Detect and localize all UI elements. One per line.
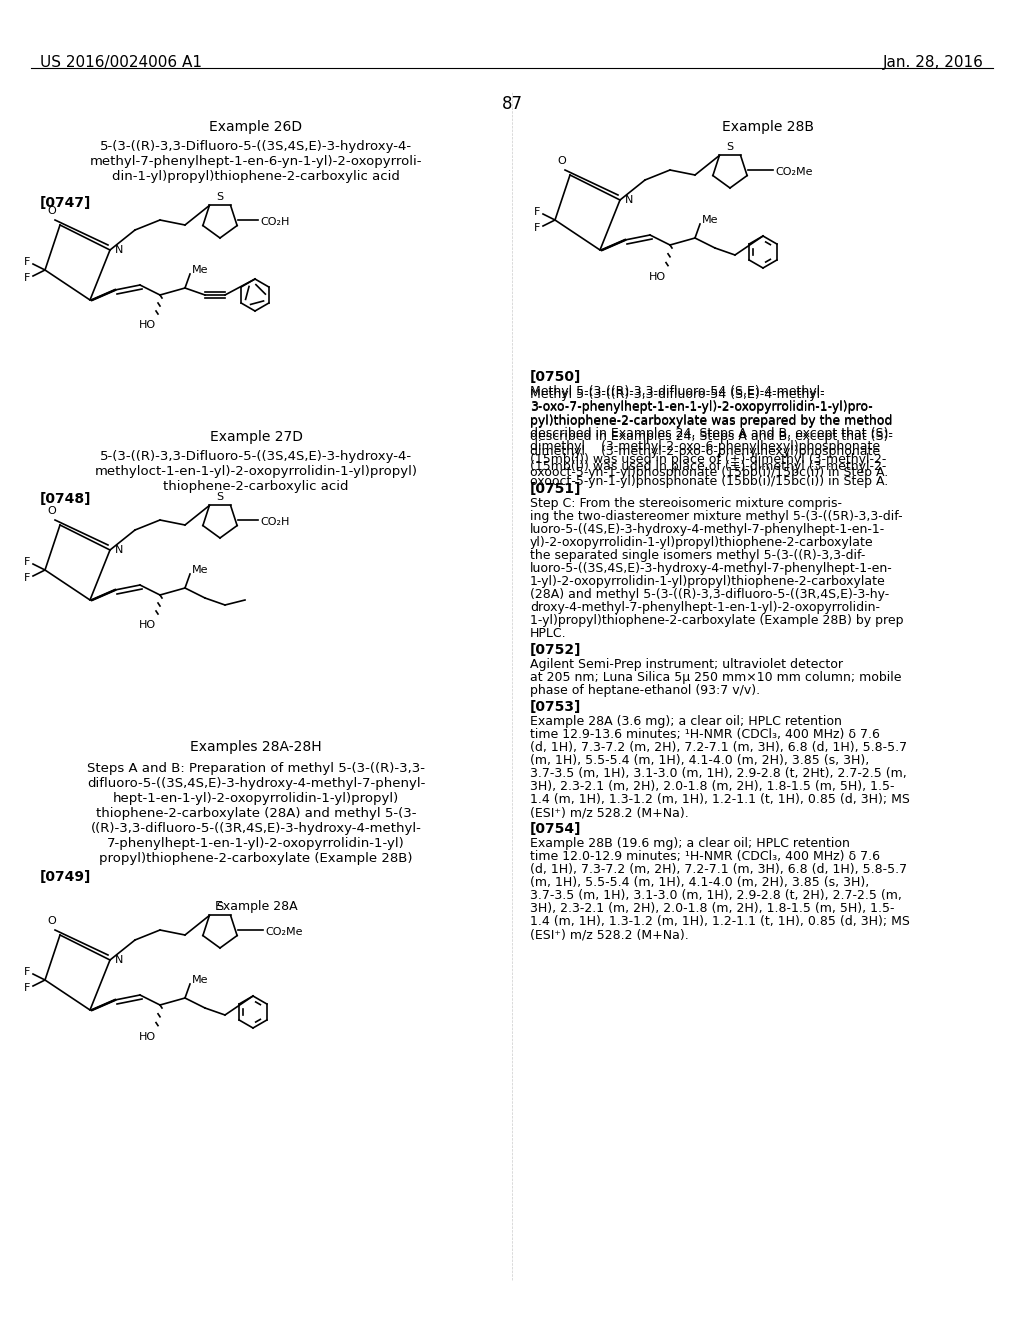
Text: S: S — [216, 191, 223, 202]
Text: 3.7-3.5 (m, 1H), 3.1-3.0 (m, 1H), 2.9-2.8 (t, 2H), 2.7-2.5 (m,: 3.7-3.5 (m, 1H), 3.1-3.0 (m, 1H), 2.9-2.… — [530, 888, 902, 902]
Text: 3.7-3.5 (m, 1H), 3.1-3.0 (m, 1H), 2.9-2.8 (t, 2Ht), 2.7-2.5 (m,: 3.7-3.5 (m, 1H), 3.1-3.0 (m, 1H), 2.9-2.… — [530, 767, 906, 780]
Text: pyl)thiophene-2-carboxylate was prepared by the method: pyl)thiophene-2-carboxylate was prepared… — [530, 414, 892, 426]
Text: HO: HO — [138, 319, 156, 330]
Text: F: F — [534, 207, 541, 216]
Text: (d, 1H), 7.3-7.2 (m, 2H), 7.2-7.1 (m, 3H), 6.8 (d, 1H), 5.8-5.7: (d, 1H), 7.3-7.2 (m, 2H), 7.2-7.1 (m, 3H… — [530, 863, 907, 876]
Text: (ESI⁺) m/z 528.2 (M+Na).: (ESI⁺) m/z 528.2 (M+Na). — [530, 928, 689, 941]
Text: 3H), 2.3-2.1 (m, 2H), 2.0-1.8 (m, 2H), 1.8-1.5 (m, 5H), 1.5-: 3H), 2.3-2.1 (m, 2H), 2.0-1.8 (m, 2H), 1… — [530, 780, 895, 793]
Text: described in Examples 24, Steps A and B, except that (S)-: described in Examples 24, Steps A and B,… — [530, 426, 893, 440]
Text: O: O — [48, 916, 56, 927]
Text: HO: HO — [648, 272, 666, 282]
Text: CO₂H: CO₂H — [260, 517, 290, 527]
Text: 1.4 (m, 1H), 1.3-1.2 (m, 1H), 1.2-1.1 (t, 1H), 0.85 (d, 3H); MS: 1.4 (m, 1H), 1.3-1.2 (m, 1H), 1.2-1.1 (t… — [530, 793, 910, 807]
Text: 87: 87 — [502, 95, 522, 114]
Text: Example 28A (3.6 mg); a clear oil; HPLC retention: Example 28A (3.6 mg); a clear oil; HPLC … — [530, 715, 842, 729]
Text: Methyl 5-(3-((R)-3,3-difluoro-54 (S,E)-4-methyl-: Methyl 5-(3-((R)-3,3-difluoro-54 (S,E)-4… — [530, 388, 824, 401]
Text: N: N — [115, 954, 123, 965]
Text: 5-(3-((R)-3,3-Difluoro-5-((3S,4S,E)-3-hydroxy-4-
methyl-7-phenylhept-1-en-6-yn-1: 5-(3-((R)-3,3-Difluoro-5-((3S,4S,E)-3-hy… — [90, 140, 422, 183]
Text: Example 28A: Example 28A — [215, 900, 297, 913]
Text: Steps A and B: Preparation of methyl 5-(3-((R)-3,3-
difluoro-5-((3S,4S,E)-3-hydr: Steps A and B: Preparation of methyl 5-(… — [87, 762, 425, 865]
Text: Me: Me — [702, 215, 719, 224]
Text: time 12.9-13.6 minutes; ¹H-NMR (CDCl₃, 400 MHz) δ 7.6: time 12.9-13.6 minutes; ¹H-NMR (CDCl₃, 4… — [530, 729, 880, 741]
Text: 5-(3-((R)-3,3-Difluoro-5-((3S,4S,E)-3-hydroxy-4-
methyloct-1-en-1-yl)-2-oxopyrro: 5-(3-((R)-3,3-Difluoro-5-((3S,4S,E)-3-hy… — [94, 450, 418, 492]
Text: S: S — [216, 902, 223, 912]
Text: the separated single isomers methyl 5-(3-((R)-3,3-dif-: the separated single isomers methyl 5-(3… — [530, 549, 865, 562]
Text: F: F — [24, 968, 30, 977]
Text: F: F — [24, 257, 30, 267]
Text: CO₂Me: CO₂Me — [775, 168, 812, 177]
Text: O: O — [558, 156, 566, 166]
Text: F: F — [24, 557, 30, 568]
Text: F: F — [534, 223, 541, 234]
Text: 3-oxo-7-phenylhept-1-en-1-yl)-2-oxopyrrolidin-1-yl)pro-: 3-oxo-7-phenylhept-1-en-1-yl)-2-oxopyrro… — [530, 401, 872, 414]
Text: F: F — [24, 573, 30, 583]
Text: (d, 1H), 7.3-7.2 (m, 2H), 7.2-7.1 (m, 3H), 6.8 (d, 1H), 5.8-5.7: (d, 1H), 7.3-7.2 (m, 2H), 7.2-7.1 (m, 3H… — [530, 741, 907, 754]
Text: Jan. 28, 2016: Jan. 28, 2016 — [883, 55, 984, 70]
Text: F: F — [24, 983, 30, 993]
Text: Example 27D: Example 27D — [210, 430, 302, 444]
Text: oxooct-5-yn-1-yl)phosphonate (15bb(i)/15bc(i)) in Step A.: oxooct-5-yn-1-yl)phosphonate (15bb(i)/15… — [530, 466, 888, 479]
Text: luoro-5-((4S,E)-3-hydroxy-4-methyl-7-phenylhept-1-en-1-: luoro-5-((4S,E)-3-hydroxy-4-methyl-7-phe… — [530, 523, 886, 536]
Text: 1-yl)propyl)thiophene-2-carboxylate (Example 28B) by prep: 1-yl)propyl)thiophene-2-carboxylate (Exa… — [530, 614, 903, 627]
Text: Examples 28A-28H: Examples 28A-28H — [190, 741, 322, 754]
Text: 1.4 (m, 1H), 1.3-1.2 (m, 1H), 1.2-1.1 (t, 1H), 0.85 (d, 3H); MS: 1.4 (m, 1H), 1.3-1.2 (m, 1H), 1.2-1.1 (t… — [530, 915, 910, 928]
Text: [0747]: [0747] — [40, 195, 91, 210]
Text: [0752]: [0752] — [530, 643, 582, 657]
Text: Me: Me — [193, 565, 209, 576]
Text: (ESI⁺) m/z 528.2 (M+Na).: (ESI⁺) m/z 528.2 (M+Na). — [530, 807, 689, 818]
Text: Me: Me — [193, 975, 209, 985]
Text: [0750]: [0750] — [530, 370, 582, 384]
Text: time 12.0-12.9 minutes; ¹H-NMR (CDCl₃, 400 MHz) δ 7.6: time 12.0-12.9 minutes; ¹H-NMR (CDCl₃, 4… — [530, 850, 880, 863]
Text: Example 26D: Example 26D — [210, 120, 302, 135]
Text: HPLC.: HPLC. — [530, 627, 566, 640]
Text: Agilent Semi-Prep instrument; ultraviolet detector: Agilent Semi-Prep instrument; ultraviole… — [530, 657, 843, 671]
Text: HO: HO — [138, 620, 156, 630]
Text: phase of heptane-ethanol (93:7 v/v).: phase of heptane-ethanol (93:7 v/v). — [530, 684, 760, 697]
Text: O: O — [48, 506, 56, 516]
Text: Example 28B: Example 28B — [722, 120, 814, 135]
Text: [0748]: [0748] — [40, 492, 91, 506]
Text: CO₂H: CO₂H — [260, 216, 290, 227]
Text: 3H), 2.3-2.1 (m, 2H), 2.0-1.8 (m, 2H), 1.8-1.5 (m, 5H), 1.5-: 3H), 2.3-2.1 (m, 2H), 2.0-1.8 (m, 2H), 1… — [530, 902, 895, 915]
Text: luoro-5-((3S,4S,E)-3-hydroxy-4-methyl-7-phenylhept-1-en-: luoro-5-((3S,4S,E)-3-hydroxy-4-methyl-7-… — [530, 562, 893, 576]
Text: (28A) and methyl 5-(3-((R)-3,3-difluoro-5-((3R,4S,E)-3-hy-: (28A) and methyl 5-(3-((R)-3,3-difluoro-… — [530, 587, 889, 601]
Text: S: S — [726, 143, 733, 152]
Text: [0749]: [0749] — [40, 870, 91, 884]
Text: [0754]: [0754] — [530, 822, 582, 836]
Text: S: S — [216, 492, 223, 502]
Text: Step C: From the stereoisomeric mixture compris-: Step C: From the stereoisomeric mixture … — [530, 498, 842, 510]
Text: droxy-4-methyl-7-phenylhept-1-en-1-yl)-2-oxopyrrolidin-: droxy-4-methyl-7-phenylhept-1-en-1-yl)-2… — [530, 601, 880, 614]
Text: CO₂Me: CO₂Me — [265, 927, 302, 937]
Text: (15mb(i)) was used in place of (±)-dimethyl (3-methyl-2-: (15mb(i)) was used in place of (±)-dimet… — [530, 453, 887, 466]
Text: HO: HO — [138, 1032, 156, 1041]
Text: ing the two-diastereomer mixture methyl 5-(3-((5R)-3,3-dif-: ing the two-diastereomer mixture methyl … — [530, 510, 902, 523]
Text: [0753]: [0753] — [530, 700, 582, 714]
Text: (m, 1H), 5.5-5.4 (m, 1H), 4.1-4.0 (m, 2H), 3.85 (s, 3H),: (m, 1H), 5.5-5.4 (m, 1H), 4.1-4.0 (m, 2H… — [530, 754, 869, 767]
Text: [0751]: [0751] — [530, 482, 582, 496]
Text: N: N — [115, 545, 123, 554]
Text: dimethyl    (3-methyl-2-oxo-6-phenylhexyl)phosphonate: dimethyl (3-methyl-2-oxo-6-phenylhexyl)p… — [530, 440, 880, 453]
Text: (m, 1H), 5.5-5.4 (m, 1H), 4.1-4.0 (m, 2H), 3.85 (s, 3H),: (m, 1H), 5.5-5.4 (m, 1H), 4.1-4.0 (m, 2H… — [530, 876, 869, 888]
Text: N: N — [625, 195, 634, 205]
Text: Example 28B (19.6 mg); a clear oil; HPLC retention: Example 28B (19.6 mg); a clear oil; HPLC… — [530, 837, 850, 850]
Text: F: F — [24, 273, 30, 282]
Text: US 2016/0024006 A1: US 2016/0024006 A1 — [40, 55, 202, 70]
Text: N: N — [115, 246, 123, 255]
Text: at 205 nm; Luna Silica 5μ 250 mm×10 mm column; mobile: at 205 nm; Luna Silica 5μ 250 mm×10 mm c… — [530, 671, 901, 684]
Text: Methyl 5-(3-((R)-3,3-difluoro-54 (S,E)-4-methyl-
3-oxo-7-phenylhept-1-en-1-yl)-2: Methyl 5-(3-((R)-3,3-difluoro-54 (S,E)-4… — [530, 385, 893, 488]
Text: Me: Me — [193, 265, 209, 275]
Text: O: O — [48, 206, 56, 216]
Text: yl)-2-oxopyrrolidin-1-yl)propyl)thiophene-2-carboxylate: yl)-2-oxopyrrolidin-1-yl)propyl)thiophen… — [530, 536, 873, 549]
Text: 1-yl)-2-oxopyrrolidin-1-yl)propyl)thiophene-2-carboxylate: 1-yl)-2-oxopyrrolidin-1-yl)propyl)thioph… — [530, 576, 886, 587]
